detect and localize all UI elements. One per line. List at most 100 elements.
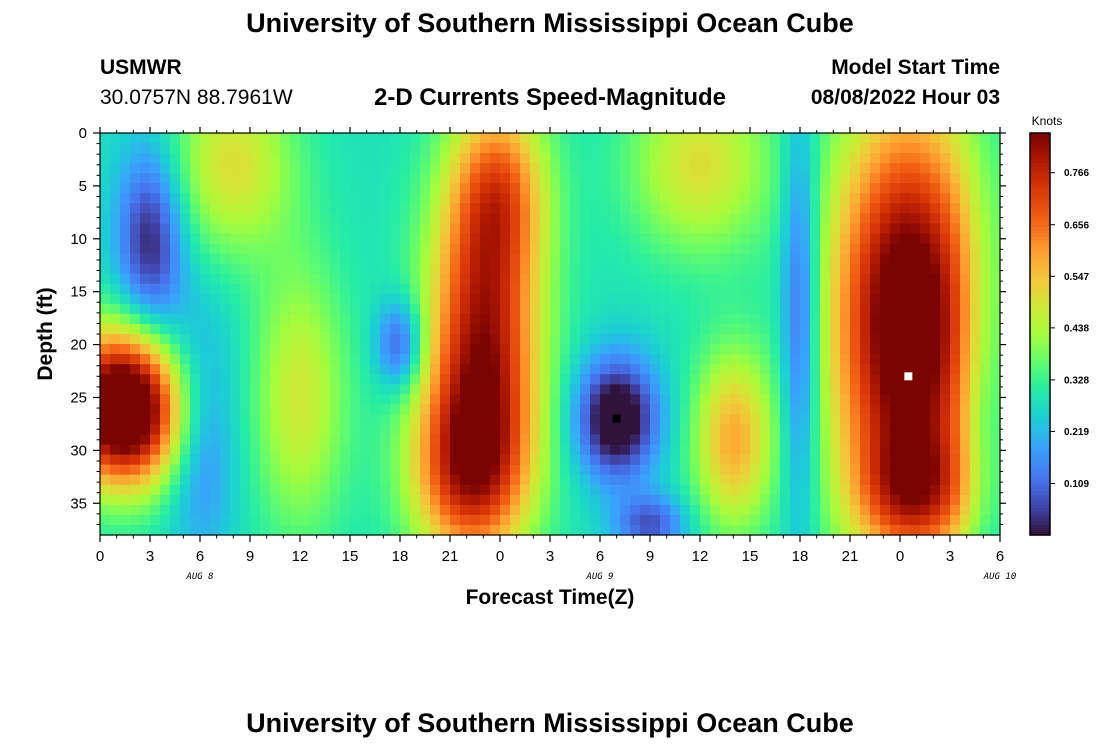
heatmap-cell	[920, 494, 931, 506]
heatmap-cell	[400, 334, 411, 345]
heatmap-cell	[400, 253, 411, 265]
heatmap-cell	[410, 484, 421, 496]
heatmap-cell	[180, 213, 191, 225]
heatmap-cell	[160, 203, 171, 214]
heatmap-cell	[870, 283, 881, 295]
heatmap-cell	[200, 183, 211, 194]
heatmap-cell	[950, 354, 961, 365]
heatmap-cell	[620, 223, 631, 235]
heatmap-cell	[830, 504, 841, 516]
heatmap-cell	[200, 243, 211, 255]
heatmap-cell	[100, 133, 111, 144]
heatmap-cell	[340, 203, 351, 214]
heatmap-cell	[390, 193, 401, 204]
heatmap-cell	[450, 203, 461, 214]
heatmap-cell	[530, 143, 541, 154]
heatmap-cell	[280, 133, 291, 144]
heatmap-cell	[420, 404, 431, 415]
heatmap-cell	[300, 444, 311, 456]
heatmap-cell	[560, 474, 571, 486]
heatmap-cell	[160, 173, 171, 184]
heatmap-cell	[350, 374, 361, 385]
heatmap-cell	[810, 434, 821, 446]
heatmap-cell	[590, 434, 601, 446]
heatmap-cell	[800, 494, 811, 506]
heatmap-cell	[470, 334, 481, 345]
heatmap-cell	[240, 183, 251, 194]
heatmap-cell	[620, 504, 631, 516]
heatmap-cell	[450, 434, 461, 446]
heatmap-cell	[280, 404, 291, 415]
heatmap-cell	[460, 334, 471, 345]
heatmap-cell	[760, 394, 771, 405]
heatmap-cell	[290, 323, 301, 335]
heatmap-cell	[570, 444, 581, 456]
heatmap-cell	[320, 374, 331, 385]
heatmap-cell	[280, 424, 291, 436]
heatmap-cell	[130, 253, 141, 265]
heatmap-cell	[230, 203, 241, 214]
heatmap-cell	[310, 173, 321, 184]
heatmap-cell	[990, 173, 1001, 184]
heatmap-cell	[610, 183, 621, 194]
heatmap-cell	[530, 233, 541, 245]
heatmap-cell	[110, 444, 121, 456]
heatmap-cell	[670, 133, 681, 144]
heatmap-cell	[150, 444, 161, 456]
heatmap-cell	[840, 514, 851, 526]
heatmap-cell	[360, 344, 371, 355]
heatmap-cell	[350, 344, 361, 355]
heatmap-cell	[820, 334, 831, 345]
heatmap-cell	[510, 313, 521, 325]
heatmap-cell	[160, 313, 171, 325]
heatmap-cell	[340, 334, 351, 345]
heatmap-cell	[390, 173, 401, 184]
heatmap-cell	[590, 344, 601, 355]
heatmap-cell	[930, 514, 941, 526]
heatmap-cell	[750, 414, 761, 426]
heatmap-cell	[700, 374, 711, 385]
heatmap-cell	[310, 474, 321, 486]
heatmap-cell	[630, 313, 641, 325]
heatmap-cell	[750, 454, 761, 466]
heatmap-cell	[420, 434, 431, 446]
heatmap-cell	[400, 424, 411, 436]
heatmap-cell	[370, 374, 381, 385]
heatmap-cell	[340, 434, 351, 446]
heatmap-cell	[470, 323, 481, 335]
heatmap-cell	[600, 153, 611, 164]
heatmap-cell	[430, 133, 441, 144]
colorbar-tick-label: 0.438	[1064, 323, 1089, 334]
heatmap-cell	[360, 414, 371, 426]
heatmap-cell	[610, 464, 621, 476]
heatmap-cell	[130, 243, 141, 255]
heatmap-cell	[190, 464, 201, 476]
heatmap-cell	[920, 263, 931, 275]
heatmap-cell	[810, 273, 821, 285]
heatmap-cell	[120, 484, 131, 496]
heatmap-cell	[960, 313, 971, 325]
heatmap-cell	[370, 133, 381, 144]
heatmap-cell	[650, 524, 661, 536]
heatmap-cell	[960, 364, 971, 375]
heatmap-cell	[970, 494, 981, 506]
heatmap-cell	[510, 364, 521, 375]
colorbar-cell	[1030, 478, 1050, 482]
heatmap-cell	[700, 424, 711, 436]
heatmap-cell	[250, 354, 261, 365]
heatmap-cell	[620, 494, 631, 506]
heatmap-cell	[760, 273, 771, 285]
heatmap-cell	[680, 424, 691, 436]
heatmap-cell	[570, 183, 581, 194]
heatmap-cell	[680, 313, 691, 325]
heatmap-cell	[510, 464, 521, 476]
heatmap-cell	[540, 484, 551, 496]
heatmap-cell	[850, 414, 861, 426]
heatmap-cell	[800, 223, 811, 235]
heatmap-cell	[750, 193, 761, 204]
heatmap-cell	[830, 514, 841, 526]
colorbar-cell	[1030, 183, 1050, 188]
heatmap-cell	[650, 334, 661, 345]
heatmap-cell	[260, 253, 271, 265]
heatmap-cell	[820, 474, 831, 486]
